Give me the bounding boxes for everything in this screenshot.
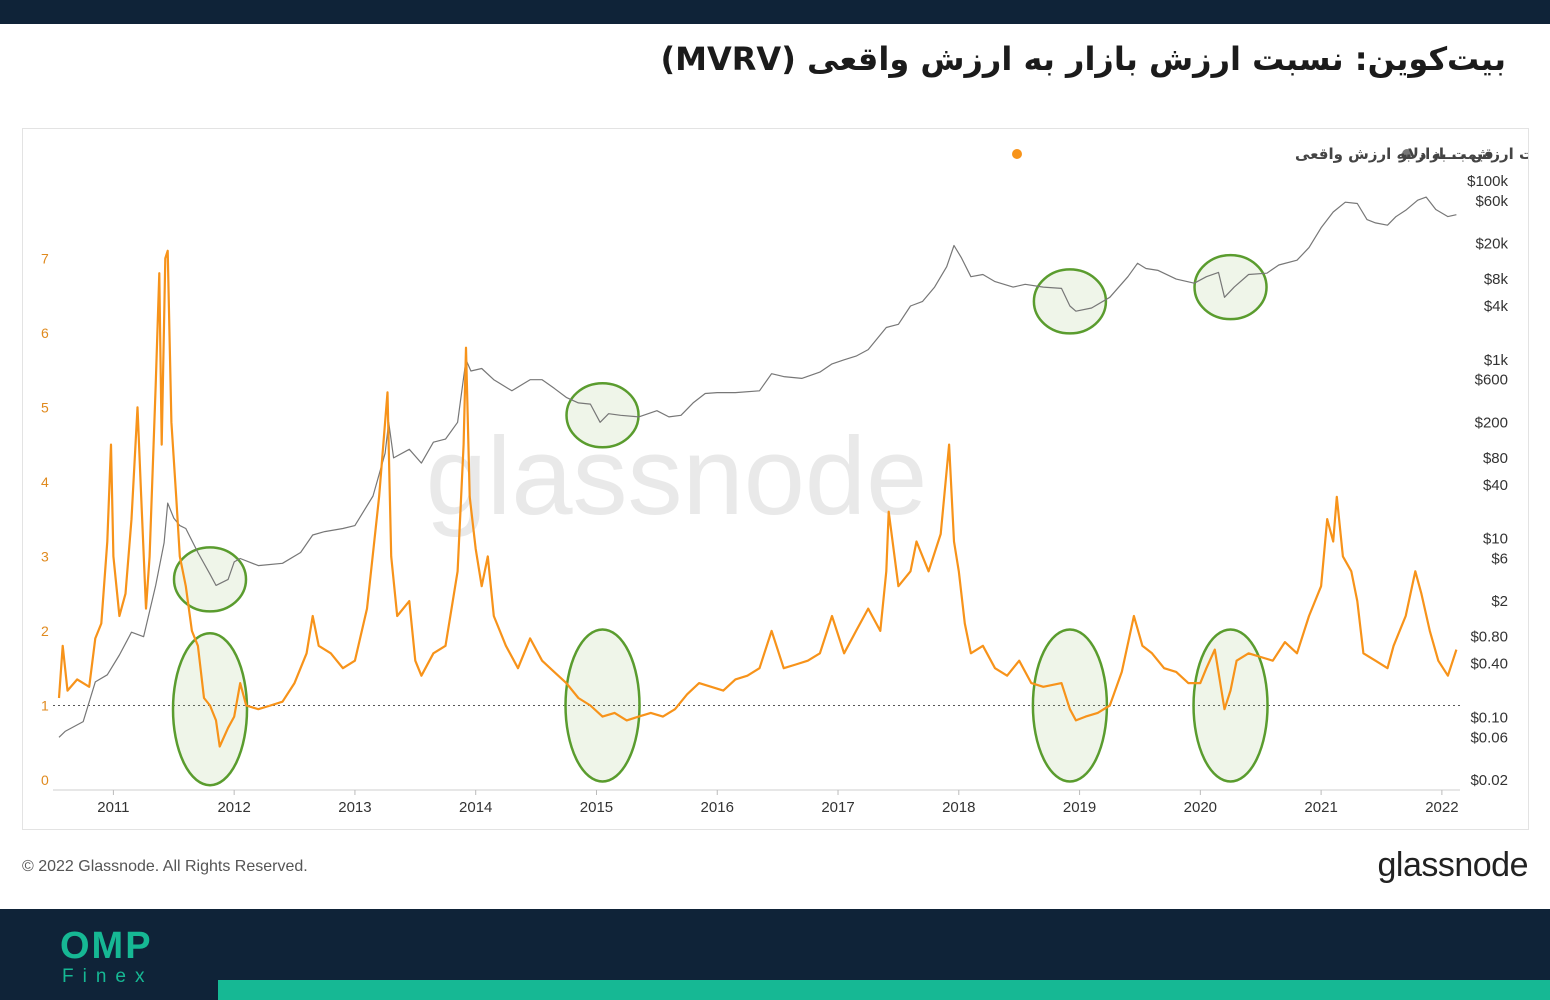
- right-axis-tick-label: $1k: [1484, 352, 1509, 369]
- right-axis-tick-label: $8k: [1484, 271, 1509, 288]
- legend-price-label: قیمت به دلار: [1398, 145, 1494, 163]
- highlight-ellipse-mvrv: [564, 628, 641, 783]
- highlight-ellipse-mvrv: [1031, 628, 1109, 783]
- x-axis-tick-label: 2012: [217, 799, 250, 816]
- right-axis-tick-label: $100k: [1467, 173, 1508, 190]
- left-axis-tick-label: 2: [41, 623, 49, 639]
- x-axis-tick-label: 2016: [701, 799, 734, 816]
- x-axis-tick-label: 2019: [1063, 799, 1096, 816]
- right-axis-tick-label: $0.10: [1470, 710, 1508, 727]
- x-axis-tick-label: 2021: [1304, 799, 1337, 816]
- right-axis-tick-label: $200: [1475, 414, 1508, 431]
- right-axis-tick-label: $600: [1475, 372, 1508, 389]
- watermark-text: glassnode: [426, 415, 928, 538]
- omp-logo: OMP: [60, 925, 153, 967]
- bottom-accent-bar: [218, 980, 1550, 1000]
- right-axis-tick-label: $10: [1483, 531, 1508, 548]
- highlight-ellipse-price: [565, 382, 640, 449]
- mvrv-chart: glassnode قیمت به دلارنسبت ارزش بـــازار …: [41, 145, 1528, 816]
- right-axis-tick-label: $0.06: [1470, 729, 1508, 746]
- highlight-ellipse-price: [1193, 253, 1268, 321]
- page-title: بیت‌کوین: نسبت ارزش بازار به ارزش واقعی …: [660, 40, 1506, 78]
- x-axis-tick-label: 2013: [338, 799, 371, 816]
- chart-frame: glassnode قیمت به دلارنسبت ارزش بـــازار …: [22, 128, 1529, 830]
- right-axis-tick-label: $0.80: [1470, 629, 1508, 646]
- x-axis-tick-label: 2018: [942, 799, 975, 816]
- left-axis-tick-label: 0: [41, 772, 49, 788]
- highlight-ellipse-mvrv: [1192, 628, 1269, 783]
- right-axis-tick-label: $80: [1483, 450, 1508, 467]
- glassnode-logo: glassnode: [1377, 846, 1528, 884]
- right-axis-tick-label: $0.02: [1470, 772, 1508, 789]
- price-series-line: [58, 196, 1457, 738]
- right-axis-tick-label: $20k: [1475, 235, 1508, 252]
- omp-logo-subtext: Finex: [62, 966, 154, 987]
- left-axis-tick-label: 4: [41, 474, 49, 490]
- x-axis-tick-label: 2017: [821, 799, 854, 816]
- right-axis-tick-label: $0.40: [1470, 656, 1508, 673]
- legend-mvrv-marker: [1012, 149, 1022, 159]
- legend-price-marker: [1402, 149, 1412, 159]
- right-axis-tick-label: $2: [1491, 593, 1508, 610]
- right-axis-tick-label: $40: [1483, 477, 1508, 494]
- x-axis-tick-label: 2014: [459, 799, 492, 816]
- legend-mvrv-label: نسبت ارزش بـــازار به ارزش واقعی: [1295, 145, 1528, 163]
- top-bar: [0, 0, 1550, 24]
- left-axis-tick-label: 3: [41, 548, 49, 564]
- x-axis-tick-label: 2022: [1425, 799, 1458, 816]
- x-axis-tick-label: 2015: [580, 799, 613, 816]
- copyright-text: © 2022 Glassnode. All Rights Reserved.: [22, 858, 308, 875]
- highlight-ellipse-mvrv: [171, 631, 249, 787]
- left-axis-tick-label: 1: [41, 697, 49, 713]
- mvrv-series-line: [57, 249, 1458, 748]
- highlight-ellipse-price: [172, 546, 248, 613]
- left-axis-tick-label: 6: [41, 325, 49, 341]
- highlight-ellipse-price: [1032, 268, 1108, 335]
- right-axis-tick-label: $4k: [1484, 298, 1509, 315]
- x-axis-tick-label: 2011: [97, 799, 129, 816]
- right-axis-tick-label: $60k: [1475, 193, 1508, 210]
- left-axis-tick-label: 5: [41, 399, 49, 415]
- right-axis-tick-label: $6: [1491, 551, 1508, 568]
- left-axis-tick-label: 7: [41, 250, 49, 266]
- x-axis-tick-label: 2020: [1184, 799, 1217, 816]
